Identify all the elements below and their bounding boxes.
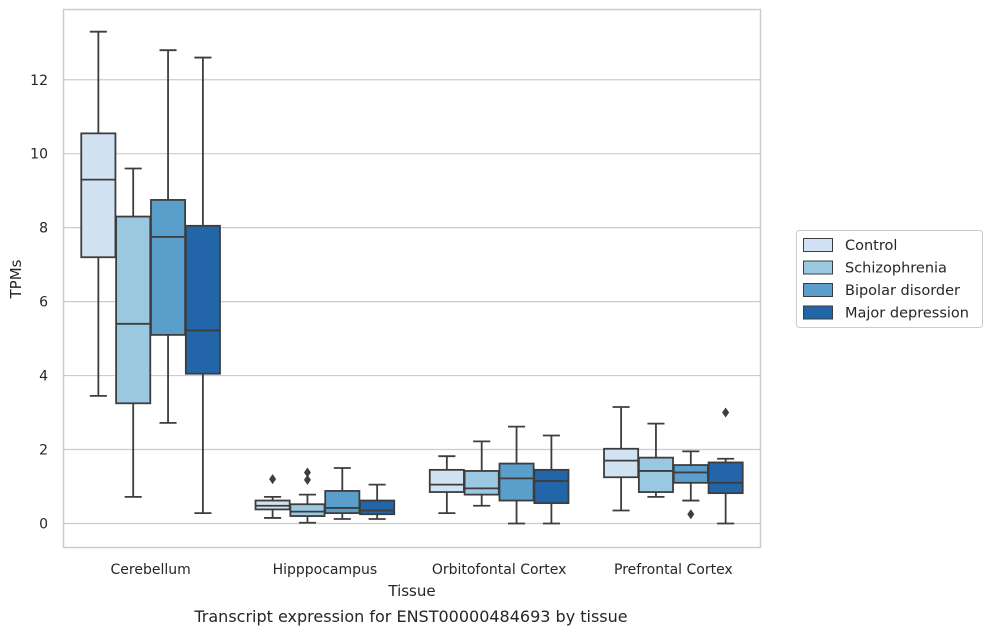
box-plot xyxy=(463,440,500,507)
outlier-point xyxy=(303,467,311,478)
box-plot xyxy=(637,422,674,498)
legend-swatch xyxy=(803,305,833,320)
y-tick-labels: 0 2 4 6 8 10 12 xyxy=(30,73,48,533)
y-tick-label: 8 xyxy=(39,221,48,237)
box xyxy=(324,490,361,515)
box xyxy=(498,462,535,502)
box-plot xyxy=(603,406,640,512)
y-tick-label: 2 xyxy=(39,443,48,459)
legend-items: Control Schizophrenia Bipolar disorder Majo… xyxy=(803,238,969,322)
box-plot xyxy=(80,30,117,397)
legend-frame xyxy=(796,230,983,328)
legend-label: Control xyxy=(845,238,897,254)
box-plot xyxy=(498,425,535,525)
box xyxy=(150,199,187,336)
x-tick-label: Prefrontal Cortex xyxy=(614,562,733,578)
x-tick-label: Orbitofontal Cortex xyxy=(432,562,567,578)
box xyxy=(115,215,152,405)
legend-swatch xyxy=(803,260,833,275)
y-tick-label: 10 xyxy=(30,147,48,163)
y-tick-label: 4 xyxy=(39,369,48,385)
box-plot xyxy=(672,450,709,520)
box xyxy=(80,132,117,259)
box-plot xyxy=(324,467,361,520)
box xyxy=(637,456,674,493)
box-plot xyxy=(289,467,326,524)
plot-frame xyxy=(62,8,762,549)
outlier-point xyxy=(269,474,277,485)
box-plots xyxy=(80,30,744,525)
box xyxy=(289,503,326,517)
box-plot xyxy=(115,167,152,498)
box-plot xyxy=(184,56,221,515)
box xyxy=(533,468,570,505)
box-plot xyxy=(359,483,396,520)
outlier-point xyxy=(687,509,695,520)
legend-label: Major depression xyxy=(845,306,969,322)
outlier-point xyxy=(303,474,311,485)
x-tick-label: Hipppocampus xyxy=(273,562,378,578)
box-plot xyxy=(254,474,291,519)
box xyxy=(672,464,709,484)
legend-swatch xyxy=(803,238,833,252)
box xyxy=(463,470,500,496)
box-plot xyxy=(428,455,465,515)
box-plot xyxy=(707,407,744,525)
box-plot xyxy=(533,434,570,525)
x-axis-label: Tissue xyxy=(387,582,435,600)
legend: Control Schizophrenia Bipolar disorder Majo… xyxy=(796,230,983,328)
y-axis-label: TPMs xyxy=(7,259,25,299)
y-tick-label: 12 xyxy=(30,73,48,89)
chart-caption: Transcript expression for ENST0000048469… xyxy=(193,607,627,626)
x-tick-labels: Cerebellum Hipppocampus Orbitofontal Corte… xyxy=(111,562,733,578)
legend-label: Schizophrenia xyxy=(845,261,947,277)
box xyxy=(359,499,396,516)
box xyxy=(707,461,744,495)
y-tick-label: 0 xyxy=(39,516,48,532)
legend-swatch xyxy=(803,283,833,297)
box xyxy=(428,468,465,493)
box xyxy=(603,447,640,479)
box xyxy=(184,224,221,375)
outlier-point xyxy=(722,407,730,418)
box-plot xyxy=(150,49,187,424)
legend-label: Bipolar disorder xyxy=(845,283,960,299)
x-tick-label: Cerebellum xyxy=(111,562,191,578)
y-tick-label: 6 xyxy=(39,295,48,311)
